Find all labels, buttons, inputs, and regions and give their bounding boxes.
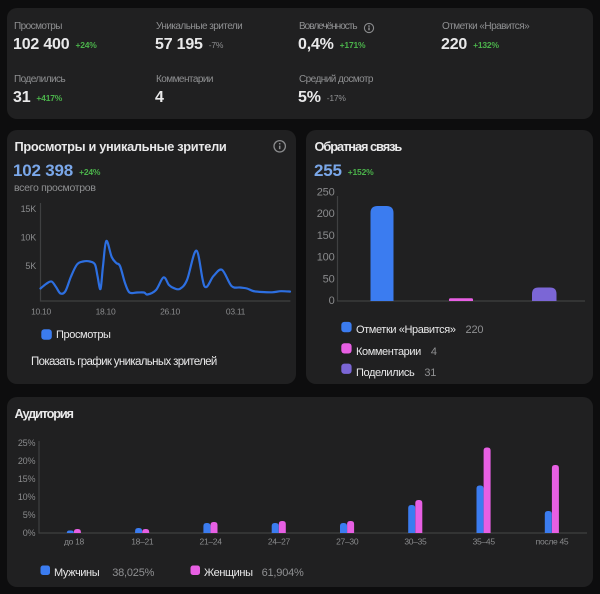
svg-text:после 45: после 45 — [536, 537, 569, 547]
svg-text:24–27: 24–27 — [268, 537, 291, 547]
svg-text:03.11: 03.11 — [226, 307, 246, 317]
svg-text:5K: 5K — [25, 261, 36, 271]
svg-text:27–30: 27–30 — [336, 537, 359, 547]
svg-text:200: 200 — [317, 208, 335, 220]
svg-text:30–35: 30–35 — [404, 537, 427, 547]
svg-text:15K: 15K — [21, 204, 37, 214]
svg-text:0: 0 — [329, 295, 335, 307]
svg-text:150: 150 — [317, 230, 335, 242]
svg-text:0%: 0% — [23, 528, 36, 538]
svg-text:18.10: 18.10 — [96, 307, 116, 317]
svg-text:5%: 5% — [23, 510, 36, 520]
svg-text:100: 100 — [317, 252, 335, 264]
svg-text:21–24: 21–24 — [200, 537, 223, 547]
svg-text:25%: 25% — [18, 438, 36, 448]
svg-text:50: 50 — [323, 273, 335, 285]
svg-text:до 18: до 18 — [64, 537, 85, 547]
svg-text:10%: 10% — [18, 492, 36, 502]
svg-text:10.10: 10.10 — [31, 307, 51, 317]
svg-text:20%: 20% — [18, 456, 36, 466]
svg-text:26.10: 26.10 — [160, 307, 180, 317]
svg-text:10K: 10K — [21, 233, 37, 243]
svg-text:35–45: 35–45 — [473, 537, 496, 547]
svg-text:18–21: 18–21 — [131, 537, 154, 547]
svg-text:250: 250 — [317, 186, 335, 198]
svg-text:15%: 15% — [18, 474, 36, 484]
